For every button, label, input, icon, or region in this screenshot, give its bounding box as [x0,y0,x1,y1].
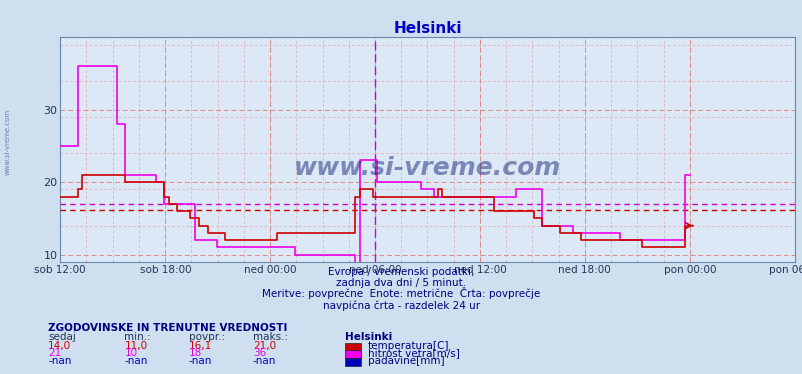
Title: Helsinki: Helsinki [393,21,461,36]
Text: maks.:: maks.: [253,332,288,342]
Text: 16,1: 16,1 [188,341,212,350]
Text: -nan: -nan [48,356,71,366]
Text: 21,0: 21,0 [253,341,276,350]
Text: ZGODOVINSKE IN TRENUTNE VREDNOSTI: ZGODOVINSKE IN TRENUTNE VREDNOSTI [48,323,287,333]
Text: 10: 10 [124,348,137,358]
Text: povpr.:: povpr.: [188,332,225,342]
Text: padavine[mm]: padavine[mm] [367,356,444,366]
Text: temperatura[C]: temperatura[C] [367,341,448,350]
Text: www.si-vreme.com: www.si-vreme.com [294,156,561,180]
Text: -nan: -nan [253,356,276,366]
Text: 36: 36 [253,348,266,358]
Text: Evropa / vremenski podatki,: Evropa / vremenski podatki, [328,267,474,277]
Text: -nan: -nan [188,356,212,366]
Text: zadnja dva dni / 5 minut.: zadnja dva dni / 5 minut. [336,278,466,288]
Text: sedaj: sedaj [48,332,76,342]
Text: 18: 18 [188,348,202,358]
Text: 11,0: 11,0 [124,341,148,350]
Text: navpična črta - razdelek 24 ur: navpična črta - razdelek 24 ur [322,300,480,310]
Text: min.:: min.: [124,332,151,342]
Text: Helsinki: Helsinki [345,332,392,342]
Text: www.si-vreme.com: www.si-vreme.com [5,109,11,175]
Text: 14,0: 14,0 [48,341,71,350]
Text: hitrost vetra[m/s]: hitrost vetra[m/s] [367,348,459,358]
Text: -nan: -nan [124,356,148,366]
Text: 21: 21 [48,348,62,358]
Text: Meritve: povprečne  Enote: metrične  Črta: povprečje: Meritve: povprečne Enote: metrične Črta:… [262,287,540,299]
